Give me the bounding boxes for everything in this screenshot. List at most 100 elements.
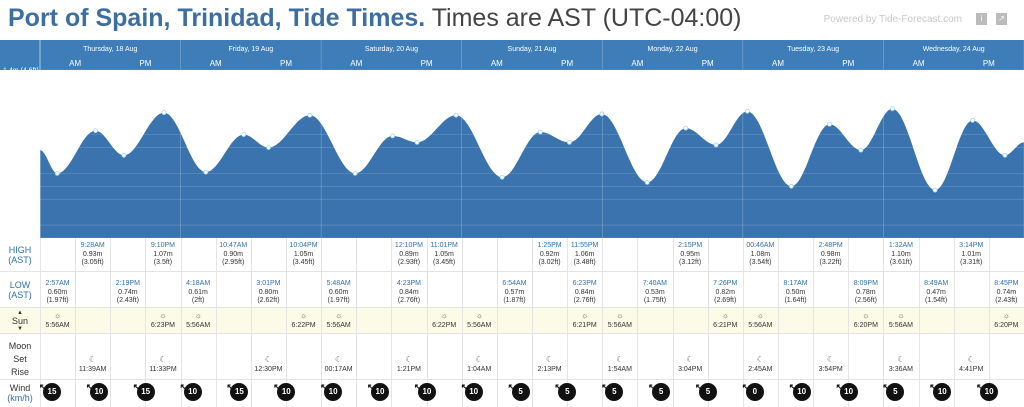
high-tide-cell-time: 10:47AM [219, 242, 248, 249]
moon-set-time: 1:21PM [396, 366, 421, 373]
tide-area [40, 108, 1024, 238]
moon-set-icon: ☾ [89, 355, 97, 364]
pm-label: PM [842, 59, 854, 68]
low-tide-cell: 3:01PM 0.80m (2.62ft) [251, 280, 286, 306]
y-tick-label: 0.4m (1.2ft) [3, 197, 39, 204]
info-icon[interactable]: i [976, 13, 987, 25]
sunset-cell: ☼ 6:20PM [848, 311, 883, 331]
high-tide-cell: 12:10PM 0.89m (2.93ft) [391, 242, 426, 268]
wind-speed-icon: 10 ↖ [976, 382, 999, 401]
sun-label: Sun [11, 316, 28, 326]
high-tide-cell-meters: 1.08m [750, 250, 771, 258]
tide-point [713, 142, 719, 148]
high-tide-cell-time: 11:55PM [570, 242, 599, 249]
wind-direction-arrow-icon: ↖ [601, 382, 609, 392]
high-tide-cell-feet: (2.93ft) [397, 259, 421, 266]
sunset-time: 6:20PM [994, 322, 1019, 329]
tide-point [390, 133, 395, 139]
moon-set-time: 11:39AM [78, 366, 107, 373]
sunrise-time: 5:56AM [888, 322, 913, 329]
chart-header [0, 40, 1024, 70]
low-tide-cell: 8:49AM 0.47m (1.54ft) [919, 280, 954, 306]
column-divider [742, 238, 744, 407]
wind-direction-arrow-icon: ↖ [39, 382, 47, 392]
sunset-time: 6:21PM [713, 322, 738, 329]
low-row-label: LOW (AST) [0, 280, 40, 300]
sunrise-cell: ☼ 5:56AM [743, 311, 778, 331]
high-tide-cell-meters: 1.07m [153, 250, 173, 258]
wind-speed-icon: 10 ↖ [86, 382, 108, 401]
high-tide-cell-feet: (3.45ft) [292, 259, 315, 266]
low-tide-cell-time: 4:18AM [186, 280, 211, 287]
moon-rise-time: 1:04AM [467, 366, 492, 373]
wind-direction-arrow-icon: ↖ [507, 382, 516, 392]
tide-point [858, 147, 864, 153]
sunset-cell: ☼ 6:22PM [286, 311, 321, 331]
column-divider [602, 238, 604, 407]
y-tick-label: 1.1m (3.5ft) [3, 106, 39, 113]
wind-speed-icon: 5 ↖ [508, 382, 530, 401]
high-tide-cell-meters: 1.10m [891, 250, 911, 258]
y-tick-label: 0.6m (2ft) [3, 171, 33, 178]
high-row-label: HIGH (AST) [0, 245, 40, 265]
moon-set-cell: ☾ 3:54PM [813, 355, 848, 375]
wind-speed-icon: 5 ↖ [648, 382, 671, 401]
wind-speed-icon: 10 ↖ [789, 382, 811, 401]
wind-direction-arrow-icon: ↖ [835, 382, 844, 392]
sunrise-time: 5:56AM [326, 322, 351, 329]
page-title: Port of Spain, Trinidad, Tide Times. Tim… [8, 4, 742, 33]
high-tide-cell-feet: (3.5ft) [153, 259, 173, 266]
low-tide-cell: 4:18AM 0.61m (2ft) [181, 280, 216, 306]
sunset-time: 6:22PM [432, 322, 457, 329]
low-tide-cell-time: 2:57AM [45, 280, 70, 287]
day-label: Sunday, 21 Aug [508, 46, 557, 53]
sunset-icon: ☼ [440, 311, 448, 320]
sunset-icon: ☼ [1002, 311, 1011, 320]
low-tide-cell: 2:57AM 0.60m (1.97ft) [40, 280, 75, 306]
tide-table: HIGH (AST) LOW (AST) ▲ Sun ▼ Moon Set Rise Wind (km… [0, 238, 1024, 407]
wind-direction-arrow-icon: ↖ [320, 382, 328, 392]
high-tide-cell-time: 1:25PM [537, 242, 562, 249]
high-tide-cell-meters: 0.95m [680, 250, 700, 258]
wind-speed-icon: 10 ↖ [180, 382, 202, 401]
sunrise-cell: ☼ 5:56AM [40, 311, 75, 331]
low-tide-cell-time: 7:40AM [642, 280, 667, 287]
column-divider [848, 238, 850, 407]
high-tide-cell-meters: 0.89m [399, 250, 419, 258]
wind-direction-arrow-icon: ↖ [929, 382, 937, 392]
high-tide-cell-feet: (3.54ft) [749, 259, 772, 266]
low-tide-cell-meters: 0.74m [996, 288, 1017, 296]
tide-point [352, 170, 358, 176]
powered-by-link[interactable]: Powered by Tide-Forecast.com [823, 14, 962, 25]
sun-row-label: ▲ Sun ▼ [0, 310, 40, 332]
high-tide-cell-feet: (2.95ft) [222, 259, 245, 266]
moon-set-time: 2:13PM [537, 366, 562, 373]
high-tide-cell-feet: (3.02ft) [538, 259, 561, 266]
share-icon[interactable]: ↗ [996, 13, 1007, 25]
moon-rise-time: 00:17AM [324, 366, 353, 373]
high-tide-cell-meters: 1.05m [293, 250, 314, 258]
sunset-icon: ☼ [580, 311, 589, 320]
sunrise-time: 5:56AM [467, 322, 492, 329]
low-tide-cell-feet: (2ft) [191, 297, 205, 304]
high-row-bg [0, 238, 1024, 272]
column-divider [75, 238, 77, 407]
sunrise-icon: ☼ [756, 311, 765, 320]
sort-up-icon: ▲ [17, 310, 23, 316]
low-tide-cell-feet: (1.54ft) [925, 297, 948, 304]
moon-rise-icon: ☾ [335, 355, 343, 364]
low-tide-cell-meters: 0.82m [715, 288, 735, 296]
am-label: AM [210, 59, 222, 68]
wind-unit-link[interactable]: (km/h) [7, 393, 33, 403]
high-tide-cell: 1:32AM 1.10m (3.61ft) [883, 242, 918, 268]
high-tide-cell: 10:47AM 0.90m (2.95ft) [216, 242, 251, 268]
high-tide-cell-feet: (3.31ft) [960, 259, 983, 266]
tide-point [307, 112, 313, 118]
wind-label: Wind [9, 383, 31, 393]
sunrise-cell: ☼ 5:56AM [462, 311, 497, 331]
sunset-cell: ☼ 6:21PM [708, 311, 743, 331]
high-tide-cell: 1:25PM 0.92m (3.02ft) [532, 242, 567, 268]
pm-label: PM [421, 59, 433, 68]
tide-chart: 0.1m (0.3ft) 0.2m (0.7ft) 0.4m (1.2ft) 0.5m… [0, 40, 1024, 238]
